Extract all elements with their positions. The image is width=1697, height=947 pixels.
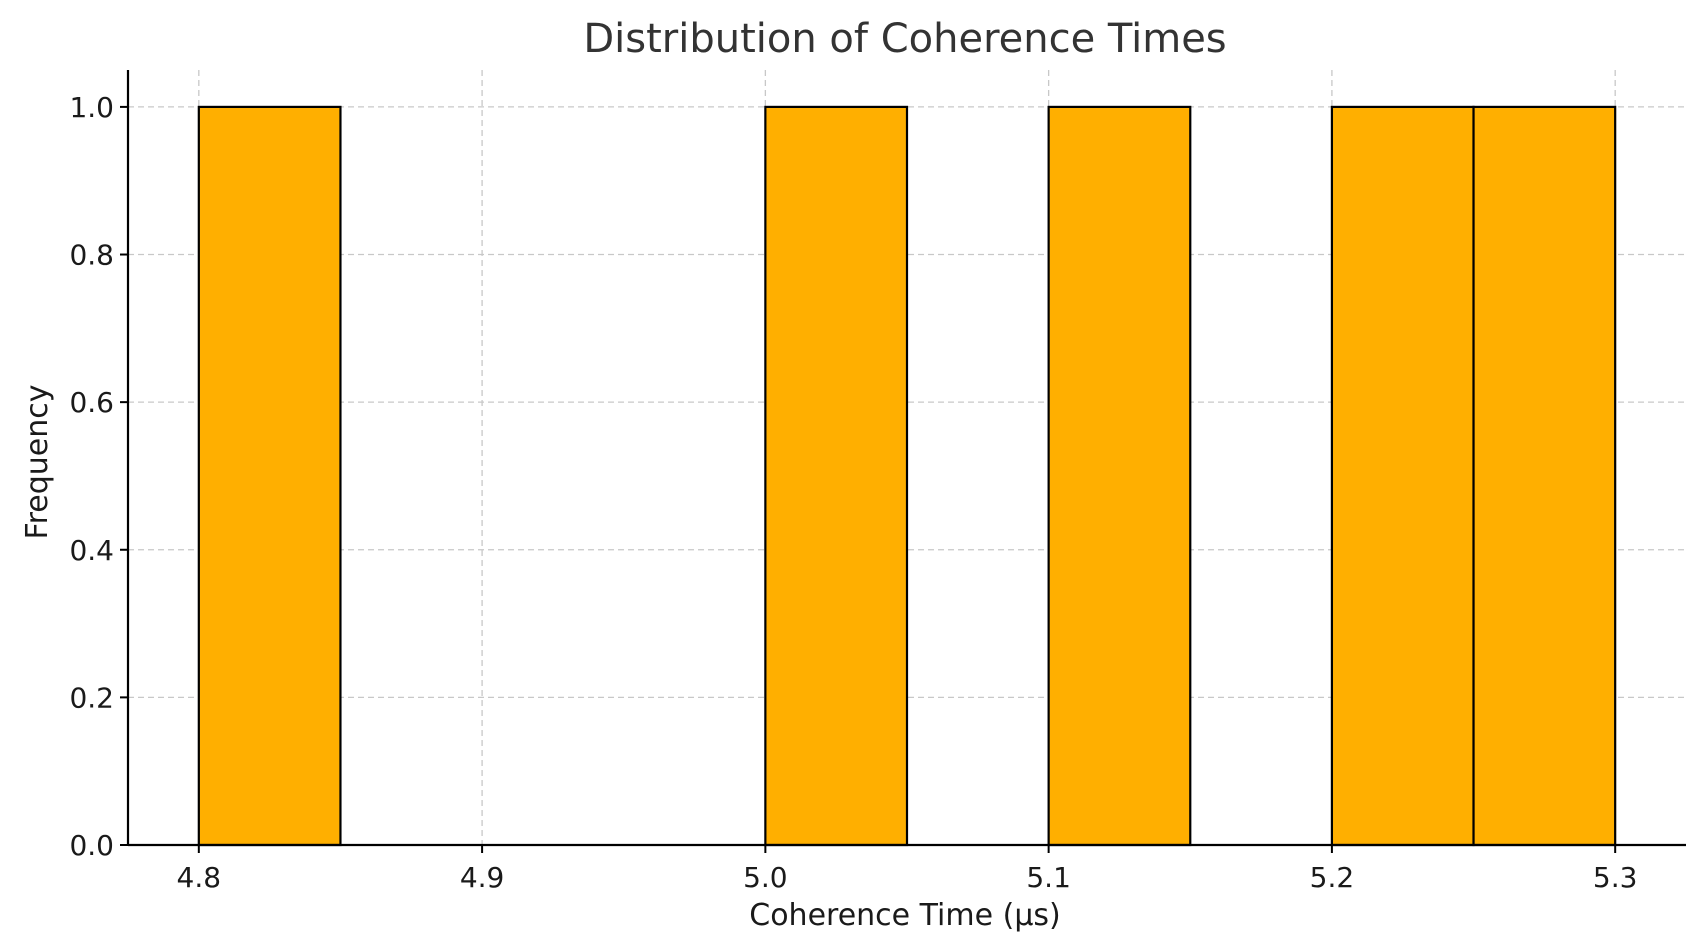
- x-tick-label: 5.1: [1026, 861, 1071, 894]
- y-tick-label: 0.4: [69, 534, 114, 567]
- y-tick-label: 0.8: [69, 239, 114, 272]
- y-ticks: 0.0 0.2 0.4 0.6 0.8 1.0: [69, 91, 128, 862]
- histogram-bar: [1330, 105, 1475, 847]
- x-tick-label: 4.8: [177, 861, 222, 894]
- bars: [197, 105, 1617, 847]
- chart-title: Distribution of Coherence Times: [583, 16, 1226, 62]
- x-ticks: 4.8 4.9 5.0 5.1 5.2 5.3: [177, 845, 1638, 894]
- x-axis-label: Coherence Time (µs): [749, 898, 1060, 933]
- y-tick-label: 0.0: [69, 829, 114, 862]
- x-tick-label: 5.3: [1593, 861, 1638, 894]
- histogram-bar: [1472, 105, 1617, 847]
- histogram-bar: [764, 105, 909, 847]
- y-tick-label: 0.2: [69, 681, 114, 714]
- axes: [126, 70, 1686, 847]
- histogram-bar: [1047, 105, 1192, 847]
- x-tick-label: 5.0: [743, 861, 788, 894]
- y-tick-label: 1.0: [69, 91, 114, 124]
- y-tick-label: 0.6: [69, 386, 114, 419]
- x-tick-label: 5.2: [1310, 861, 1355, 894]
- x-tick-label: 4.9: [460, 861, 505, 894]
- y-axis-label: Frequency: [20, 385, 55, 540]
- histogram-bar: [197, 105, 342, 847]
